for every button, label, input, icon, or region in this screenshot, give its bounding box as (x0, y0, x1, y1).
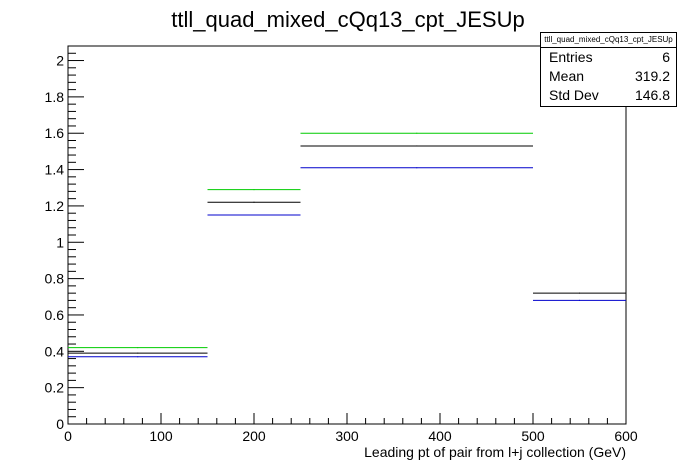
y-tick-label: 1.6 (45, 125, 65, 141)
x-tick-label: 500 (521, 428, 545, 444)
x-tick-label: 0 (64, 428, 72, 444)
stats-value: 6 (662, 49, 670, 65)
series-layer (68, 132, 626, 358)
y-tick-label: 1.4 (45, 162, 65, 178)
stats-row-mean: Mean 319.2 (541, 67, 676, 86)
stats-value: 319.2 (634, 68, 670, 84)
y-tick-label: 1.8 (45, 89, 65, 105)
stats-row-stddev: Std Dev 146.8 (541, 86, 676, 105)
stats-value: 146.8 (634, 87, 670, 103)
y-tick-label: 0.6 (45, 307, 65, 323)
y-tick-label: 2 (56, 53, 64, 69)
x-tick-label: 300 (335, 428, 359, 444)
y-tick-label: 1.2 (45, 198, 65, 214)
stats-label: Std Dev (549, 87, 599, 103)
x-axis-label: Leading pt of pair from l+j collection (… (364, 444, 626, 460)
axes: 0 100 200 300 400 500 600 0 0.2 0.4 0.6 0.8 1 1.2 1.4 1… (45, 45, 638, 444)
y-tick-label: 0.4 (45, 343, 65, 359)
stats-box: ttll_quad_mixed_cQq13_cpt_JESUp Entries … (540, 32, 677, 107)
stats-box-title: ttll_quad_mixed_cQq13_cpt_JESUp (541, 33, 676, 48)
stats-row-entries: Entries 6 (541, 48, 676, 67)
x-tick-label: 100 (149, 428, 173, 444)
x-tick-label: 200 (242, 428, 266, 444)
chart-title: ttll_quad_mixed_cQq13_cpt_JESUp (171, 7, 524, 32)
y-tick-label: 0.8 (45, 271, 65, 287)
stats-label: Mean (549, 68, 585, 84)
y-tick-label: 0 (56, 416, 64, 432)
x-tick-label: 600 (614, 428, 638, 444)
stats-label: Entries (549, 49, 593, 65)
x-tick-label: 400 (428, 428, 452, 444)
y-tick-label: 1 (56, 234, 64, 250)
y-tick-label: 0.2 (45, 380, 65, 396)
